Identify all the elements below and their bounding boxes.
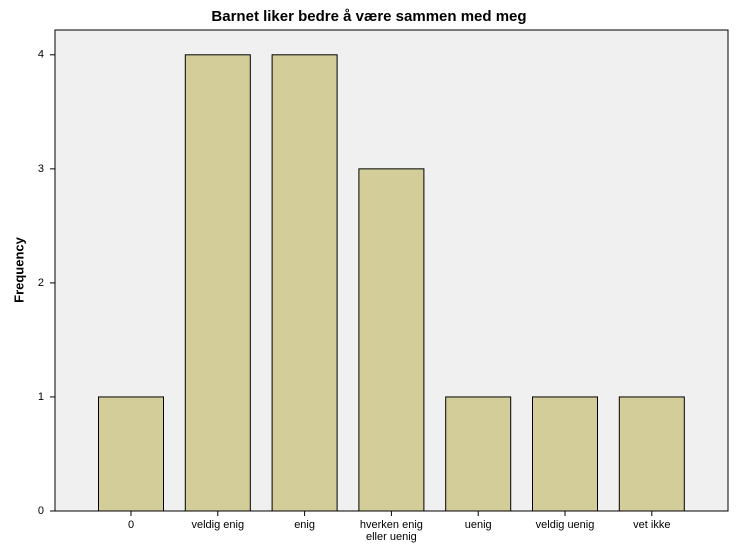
bar [98,396,164,512]
y-tick-label: 2 [38,277,44,289]
bar [445,396,512,512]
bar [532,396,598,512]
x-tick-label: enig [294,519,315,531]
chart-title: Barnet liker bedre å være sammen med meg [211,8,526,25]
bar [358,168,425,512]
bar [184,54,251,512]
y-tick-label: 3 [38,163,44,175]
bar [271,54,338,512]
x-tick-label: hverken enig eller uenig [359,519,423,543]
y-tick-label: 4 [38,49,44,61]
y-tick-label: 1 [38,391,44,403]
y-tick-label: 0 [38,505,44,517]
bar [618,396,685,512]
x-tick-label: vet ikke [633,519,671,531]
x-tick-label: 0 [127,519,135,531]
y-axis-label: Frequency [11,236,26,303]
x-tick-label: veldig enig [191,519,245,531]
x-tick-label: veldig uenig [535,519,595,531]
x-tick-label: uenig [464,519,492,531]
